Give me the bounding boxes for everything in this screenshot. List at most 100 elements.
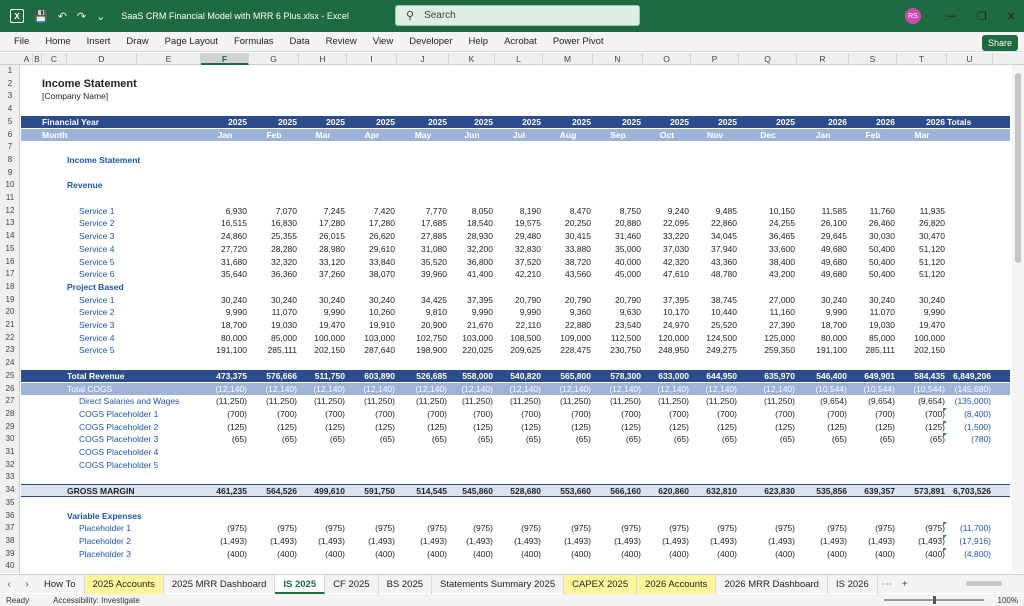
- service-value[interactable]: 18,540: [467, 218, 493, 229]
- cogs-value[interactable]: [849, 446, 897, 459]
- service-label[interactable]: Service 6: [79, 269, 115, 280]
- menu-item-acrobat[interactable]: Acrobat: [504, 36, 537, 47]
- share-button[interactable]: Share: [981, 35, 1018, 51]
- cogs-label[interactable]: COGS Placeholder 1: [79, 408, 159, 419]
- service-value[interactable]: 7,770: [425, 205, 447, 216]
- project-label[interactable]: Service 5: [79, 345, 115, 356]
- year-cell[interactable]: 2025: [718, 116, 737, 127]
- service-value[interactable]: 22,860: [711, 218, 737, 229]
- cogs-value[interactable]: (11,250): [609, 396, 641, 407]
- service-value[interactable]: 28,980: [319, 243, 345, 254]
- project-value[interactable]: 103,000: [462, 332, 493, 343]
- cogs-value[interactable]: [797, 459, 849, 472]
- cogs-value[interactable]: (125): [875, 421, 895, 432]
- tab-bs-2025[interactable]: BS 2025: [379, 574, 433, 594]
- row-header-5[interactable]: 5: [7, 116, 13, 126]
- row-header-21[interactable]: 21: [5, 320, 15, 329]
- project-value[interactable]: 27,000: [769, 294, 795, 305]
- month-cell[interactable]: Jul: [512, 129, 526, 140]
- row-header-30[interactable]: 30: [5, 434, 15, 444]
- tab-capex-2025[interactable]: CAPEX 2025: [564, 574, 638, 594]
- cogs-total[interactable]: (135,000): [954, 396, 991, 407]
- service-value[interactable]: 26,820: [919, 218, 945, 229]
- variable-value[interactable]: (400): [621, 548, 641, 559]
- column-header-e[interactable]: E: [137, 53, 201, 65]
- cogs-label[interactable]: COGS Placeholder 3: [79, 434, 159, 445]
- section-income-statement[interactable]: Income Statement: [67, 154, 141, 165]
- row-header-19[interactable]: 19: [5, 294, 15, 304]
- section-revenue[interactable]: Revenue: [67, 180, 103, 191]
- cogs-value[interactable]: [347, 446, 397, 459]
- cogs-value[interactable]: [299, 459, 347, 472]
- service-value[interactable]: 9,485: [715, 205, 737, 216]
- cogs-value[interactable]: (700): [427, 408, 447, 419]
- project-value[interactable]: 30,240: [919, 294, 945, 305]
- variable-value[interactable]: (975): [375, 523, 395, 534]
- project-value[interactable]: 21,670: [467, 320, 493, 330]
- service-value[interactable]: 20,250: [565, 218, 591, 229]
- project-value[interactable]: 10,440: [711, 307, 737, 318]
- cogs-value[interactable]: [201, 446, 249, 459]
- service-value[interactable]: 35,000: [615, 243, 641, 254]
- service-value[interactable]: 38,070: [369, 269, 395, 280]
- project-value[interactable]: 9,990: [225, 307, 247, 318]
- project-value[interactable]: 80,000: [221, 332, 247, 343]
- project-value[interactable]: 25,520: [711, 320, 737, 330]
- gross-margin-value[interactable]: 535,856: [816, 486, 847, 497]
- variable-value[interactable]: (1,493): [662, 535, 689, 546]
- month-cell[interactable]: Oct: [659, 129, 675, 140]
- variable-value[interactable]: (975): [827, 523, 847, 534]
- variable-value[interactable]: (400): [669, 548, 689, 559]
- row-header-16[interactable]: 16: [5, 256, 15, 266]
- project-value[interactable]: 18,700: [821, 320, 847, 330]
- row-header-29[interactable]: 29: [5, 421, 15, 431]
- project-value[interactable]: 20,900: [421, 320, 447, 330]
- column-header-b[interactable]: B: [33, 53, 42, 65]
- section-project-based[interactable]: Project Based: [67, 281, 124, 292]
- cogs-label[interactable]: COGS Placeholder 4: [79, 447, 159, 457]
- total-cogs-value[interactable]: (10,544): [863, 383, 895, 394]
- project-value[interactable]: 30,240: [271, 294, 297, 305]
- column-header-t[interactable]: T: [897, 53, 947, 65]
- service-value[interactable]: 31,080: [421, 243, 447, 254]
- project-value[interactable]: 11,070: [271, 307, 297, 318]
- gross-margin-value[interactable]: 553,660: [560, 486, 591, 497]
- project-value[interactable]: 20,790: [615, 294, 641, 305]
- total-cogs-label[interactable]: Total COGS: [67, 383, 113, 394]
- column-header-o[interactable]: O: [643, 53, 691, 65]
- more-tabs-icon[interactable]: ⋯: [881, 578, 892, 590]
- cogs-value[interactable]: (11,250): [705, 396, 737, 407]
- project-value[interactable]: 34,425: [421, 294, 447, 305]
- cogs-value[interactable]: [643, 459, 691, 472]
- cogs-value[interactable]: (700): [669, 408, 689, 419]
- month-cell[interactable]: Mar: [315, 129, 331, 140]
- total-cogs-value[interactable]: (12,140): [705, 383, 737, 394]
- service-value[interactable]: 11,935: [919, 205, 945, 216]
- cogs-value[interactable]: (11,250): [415, 396, 447, 407]
- project-value[interactable]: 38,745: [711, 294, 737, 305]
- sheet-title[interactable]: Income Statement: [42, 77, 137, 90]
- project-label[interactable]: Service 4: [79, 332, 115, 343]
- total-revenue-total[interactable]: 6,849,206: [953, 370, 991, 381]
- project-value[interactable]: 22,880: [565, 320, 591, 330]
- cogs-value[interactable]: [495, 446, 543, 459]
- tab-2026-accounts[interactable]: 2026 Accounts: [637, 574, 717, 594]
- service-value[interactable]: 10,150: [769, 205, 795, 216]
- totals-header[interactable]: Totals: [947, 116, 972, 127]
- service-value[interactable]: 31,680: [221, 256, 247, 267]
- month-cell[interactable]: Nov: [706, 129, 724, 140]
- service-value[interactable]: 8,190: [519, 205, 541, 216]
- total-revenue-value[interactable]: 540,820: [510, 370, 541, 381]
- variable-value[interactable]: (400): [325, 548, 345, 559]
- project-value[interactable]: 248,950: [658, 345, 689, 356]
- row-header-26[interactable]: 26: [5, 383, 15, 393]
- project-value[interactable]: 19,030: [271, 320, 297, 330]
- variable-value[interactable]: (1,493): [368, 535, 395, 546]
- service-value[interactable]: 38,720: [565, 256, 591, 267]
- variable-value[interactable]: (1,493): [514, 535, 541, 546]
- variable-value[interactable]: (975): [325, 523, 345, 534]
- variable-value[interactable]: (1,493): [820, 535, 847, 546]
- year-cell[interactable]: 2025: [670, 116, 689, 127]
- variable-value[interactable]: (975): [521, 523, 541, 534]
- save-icon[interactable]: 💾: [34, 10, 48, 23]
